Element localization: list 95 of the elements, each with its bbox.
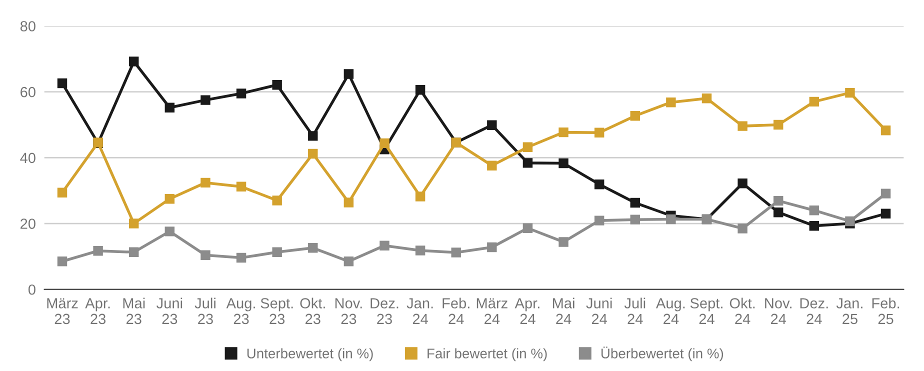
point [272, 247, 282, 258]
point [845, 88, 855, 98]
point [308, 131, 318, 141]
legend-label: Unterbewertet (in %) [247, 348, 373, 362]
x-tick-label: Juni 23 [156, 298, 182, 324]
x-tick-label: Feb. 24 [442, 298, 470, 324]
point [236, 182, 246, 192]
point [809, 205, 820, 216]
x-tick-label: Aug. 23 [226, 298, 255, 324]
point [630, 198, 640, 208]
x-tick-label: März 23 [47, 298, 78, 324]
x-tick-label: Feb. 25 [872, 298, 900, 324]
point [880, 188, 891, 198]
x-tick-label: Juni 24 [586, 298, 612, 324]
point [594, 179, 604, 190]
point [558, 158, 568, 168]
point [344, 198, 354, 208]
point [344, 256, 354, 266]
legend-label: Überbewertet (in %) [601, 346, 724, 362]
point [773, 196, 784, 206]
point [200, 250, 210, 260]
x-tick-label: Mai 24 [552, 298, 574, 324]
x-tick-label: Apr. 23 [85, 298, 110, 324]
x-tick-label: Okt. 23 [300, 298, 325, 324]
point [630, 110, 640, 121]
point [558, 237, 568, 247]
point [344, 69, 354, 79]
point [702, 94, 712, 104]
x-tick-label: Mai 23 [123, 298, 145, 324]
point [880, 208, 891, 219]
point [522, 223, 533, 233]
point [666, 97, 676, 108]
point [57, 78, 68, 88]
point [236, 252, 246, 263]
point [738, 178, 748, 188]
point [129, 218, 139, 228]
point [164, 102, 175, 112]
point [487, 160, 497, 170]
x-tick-label: Aug. 24 [656, 298, 685, 324]
point [380, 240, 390, 250]
y-tick-label: 0 [28, 284, 36, 295]
point [522, 142, 533, 152]
point [236, 88, 246, 98]
point [415, 84, 426, 95]
point [200, 95, 210, 105]
point [164, 194, 175, 204]
point [594, 216, 604, 226]
point [272, 196, 282, 206]
point [272, 80, 282, 90]
x-tick-label: Sept. 23 [260, 298, 293, 324]
point [666, 214, 676, 224]
point [809, 96, 820, 107]
point [594, 128, 604, 138]
point [630, 214, 640, 224]
legend-label: Fair bewertet (in %) [428, 348, 547, 362]
point [200, 178, 210, 188]
point [308, 243, 318, 253]
point [451, 248, 461, 258]
point [738, 121, 748, 131]
point [487, 120, 497, 130]
x-tick-label: Nov. 23 [335, 298, 362, 324]
point [164, 226, 175, 236]
point [558, 127, 568, 138]
point [129, 247, 139, 258]
point [487, 242, 497, 252]
x-tick-label: Jan. 24 [406, 298, 433, 324]
point [809, 220, 820, 231]
point [773, 207, 784, 218]
x-tick-label: Dez. 23 [370, 298, 398, 324]
point [738, 224, 748, 234]
y-tick-label: 60 [20, 86, 36, 98]
x-tick-label: März 24 [476, 298, 508, 324]
point [380, 138, 390, 148]
point [845, 216, 855, 226]
point [57, 256, 68, 266]
point [773, 120, 784, 130]
x-tick-label: Nov. 24 [765, 298, 792, 324]
point [415, 192, 426, 202]
point [93, 246, 103, 256]
x-tick-label: Okt. 24 [730, 298, 755, 324]
point [415, 246, 426, 256]
point [129, 56, 139, 66]
point [880, 125, 891, 136]
point [522, 158, 533, 168]
x-tick-label: Juli 23 [194, 298, 216, 324]
x-tick-label: Apr. 24 [514, 298, 540, 324]
x-tick-label: Dez. 24 [800, 298, 828, 324]
x-tick-label: Jan. 25 [836, 298, 862, 324]
point [57, 188, 68, 198]
x-tick-label: Juli 24 [624, 298, 646, 324]
y-tick-label: 20 [20, 218, 36, 229]
y-tick-label: 40 [20, 152, 36, 164]
y-tick-label: 80 [20, 21, 36, 32]
point [308, 148, 318, 159]
x-tick-label: Sept. 24 [690, 298, 722, 324]
